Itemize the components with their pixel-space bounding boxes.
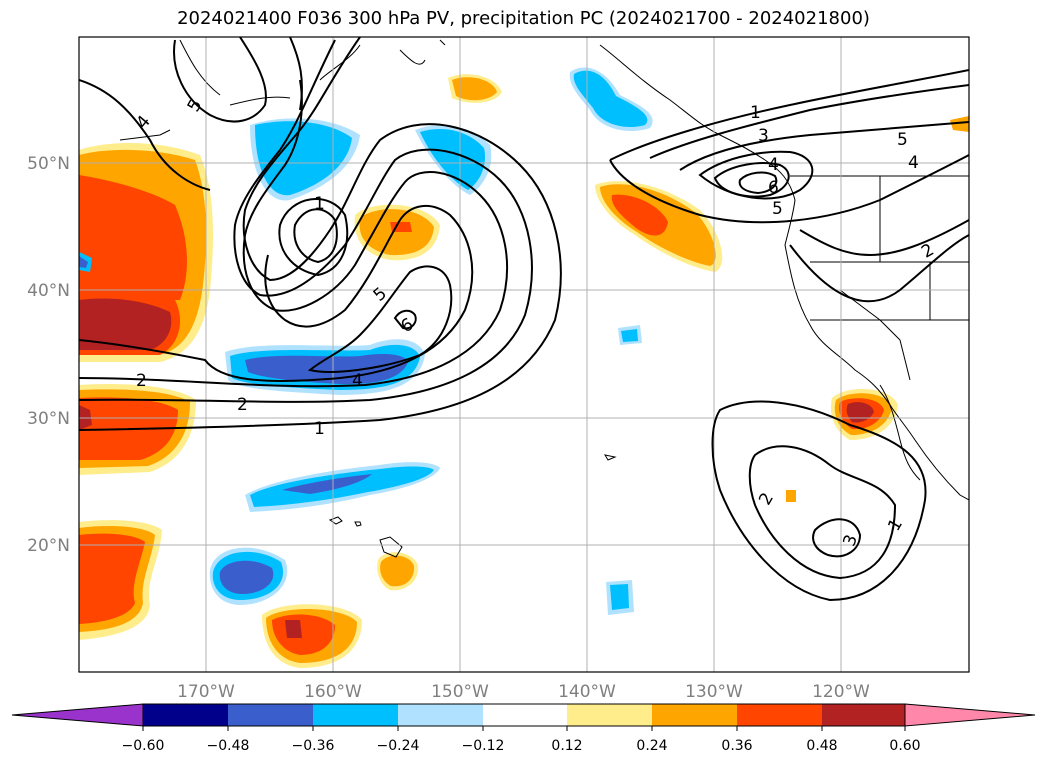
lon-label: 170°W (177, 682, 235, 702)
contour-label: 2 (237, 395, 248, 415)
colorbar-tick-label: 0.48 (806, 738, 837, 754)
colorbar-tick-label: 0.12 (551, 738, 582, 754)
colorbar-segment (313, 704, 398, 726)
contour-label: 1 (314, 194, 325, 214)
lat-label: 20°N (27, 536, 70, 556)
colorbar-tick-label: −0.36 (292, 738, 335, 754)
lon-label: 120°W (812, 682, 870, 702)
colorbar-segment (398, 704, 483, 726)
map-title: 2024021400 F036 300 hPa PV, precipitatio… (177, 8, 870, 29)
contour-label: 1 (750, 103, 761, 123)
contour-label: 4 (908, 153, 919, 173)
colorbar-segment (822, 704, 905, 726)
contour-label: 6 (768, 178, 779, 198)
colorbar-tick-label: −0.60 (122, 738, 165, 754)
latitude-labels: 50°N 40°N 30°N 20°N (27, 154, 70, 556)
colorbar-tick-label: −0.48 (207, 738, 250, 754)
lat-label: 50°N (27, 154, 70, 174)
lat-label: 40°N (27, 281, 70, 301)
contour-label: 5 (897, 130, 908, 150)
colorbar: −0.60 −0.48 −0.36 −0.24 −0.12 0.12 0.24 … (11, 703, 1036, 754)
lat-label: 30°N (27, 409, 70, 429)
lon-label: 130°W (685, 682, 743, 702)
lon-label: 160°W (304, 682, 362, 702)
contour-label: 3 (758, 126, 769, 146)
colorbar-tick-label: 0.36 (721, 738, 752, 754)
longitude-labels: 170°W 160°W 150°W 140°W 130°W 120°W (177, 682, 870, 702)
colorbar-tick-label: 0.60 (889, 738, 920, 754)
lon-label: 150°W (431, 682, 489, 702)
contour-label: 1 (314, 419, 325, 439)
colorbar-segment (652, 704, 737, 726)
contour-label: 4 (352, 371, 363, 391)
colorbar-tick-label: −0.24 (377, 738, 420, 754)
colorbar-segment (737, 704, 822, 726)
coastlines (119, 39, 969, 558)
colorbar-segment (483, 704, 567, 726)
colorbar-segment (228, 704, 313, 726)
colorbar-segment (143, 704, 228, 726)
graticule (79, 37, 969, 672)
contour-label: 2 (136, 371, 147, 391)
precipitation-shading (79, 67, 969, 668)
colorbar-segment (567, 704, 652, 726)
map-frame (78, 36, 970, 673)
contour-label: 5 (772, 199, 783, 219)
colorbar-extend-low (11, 703, 144, 727)
contour-label: 4 (768, 155, 779, 175)
colorbar-extend-high (904, 703, 1036, 727)
lon-label: 140°W (558, 682, 616, 702)
pv-contours (79, 37, 969, 602)
colorbar-tick-label: 0.24 (636, 738, 667, 754)
colorbar-tick-label: −0.12 (462, 738, 505, 754)
